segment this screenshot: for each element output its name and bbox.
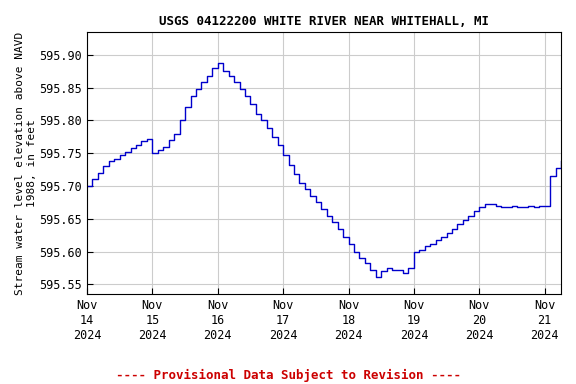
Y-axis label: Stream water level elevation above NAVD
1988, in feet: Stream water level elevation above NAVD … [15,31,37,295]
Text: ---- Provisional Data Subject to Revision ----: ---- Provisional Data Subject to Revisio… [116,369,460,382]
Title: USGS 04122200 WHITE RIVER NEAR WHITEHALL, MI: USGS 04122200 WHITE RIVER NEAR WHITEHALL… [159,15,489,28]
